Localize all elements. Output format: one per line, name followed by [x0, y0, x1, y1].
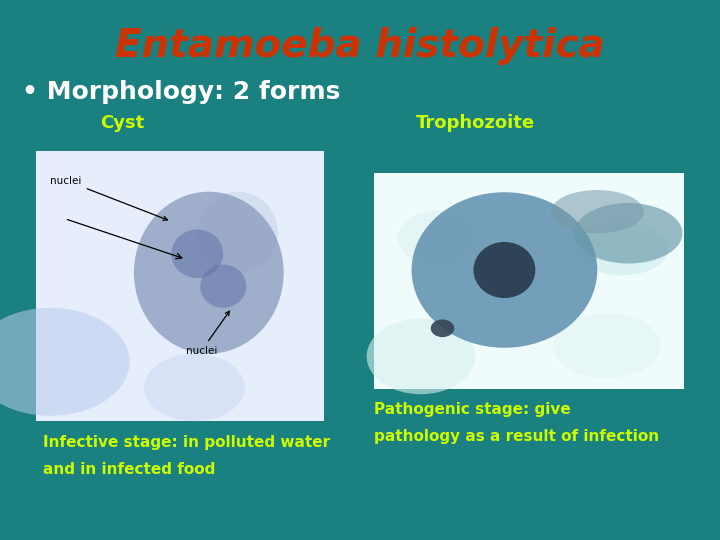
Ellipse shape [397, 211, 475, 265]
Text: pathology as a result of infection: pathology as a result of infection [374, 429, 660, 444]
Ellipse shape [474, 242, 536, 298]
Text: Entamoeba histolytica: Entamoeba histolytica [115, 27, 605, 65]
Circle shape [431, 320, 454, 337]
Ellipse shape [144, 354, 245, 421]
Ellipse shape [134, 192, 284, 354]
Ellipse shape [0, 308, 130, 416]
Text: Trophozoite: Trophozoite [415, 114, 535, 132]
Text: • Morphology: 2 forms: • Morphology: 2 forms [22, 80, 340, 104]
Text: Cyst: Cyst [100, 114, 145, 132]
Ellipse shape [412, 192, 598, 348]
Text: Pathogenic stage: give: Pathogenic stage: give [374, 402, 571, 417]
Text: nuclei: nuclei [50, 176, 168, 220]
Ellipse shape [551, 190, 644, 233]
Ellipse shape [171, 230, 223, 278]
Ellipse shape [574, 203, 683, 264]
FancyBboxPatch shape [36, 151, 324, 421]
Text: Infective stage: in polluted water: Infective stage: in polluted water [43, 435, 330, 450]
Text: nuclei: nuclei [186, 311, 230, 356]
Ellipse shape [576, 221, 668, 275]
Ellipse shape [197, 192, 278, 273]
Ellipse shape [552, 313, 661, 378]
Text: and in infected food: and in infected food [43, 462, 215, 477]
Ellipse shape [200, 265, 246, 308]
FancyBboxPatch shape [374, 173, 684, 389]
FancyBboxPatch shape [36, 151, 324, 421]
Ellipse shape [366, 319, 475, 394]
